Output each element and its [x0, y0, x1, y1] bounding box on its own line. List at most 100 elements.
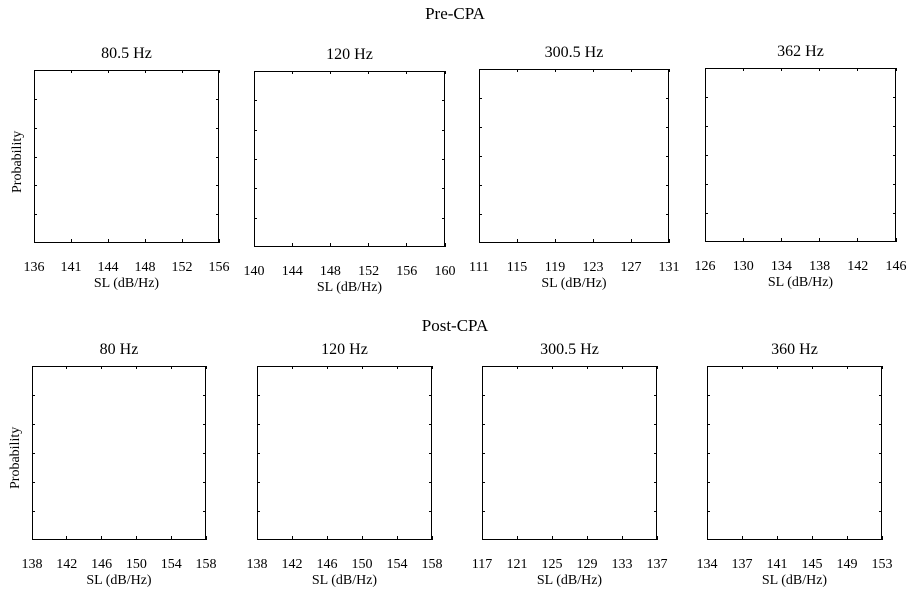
x-tick-label: 148: [319, 264, 341, 279]
x-tick-label: 156: [396, 264, 418, 279]
y-tick-mark: [257, 482, 260, 483]
x-tick-mark-top: [554, 69, 556, 72]
x-tick-label: 138: [809, 259, 831, 274]
y-tick-mark-right: [893, 97, 896, 98]
y-tick-mark: [705, 184, 708, 185]
y-tick-mark: [257, 511, 260, 512]
y-tick-mark-right: [442, 129, 445, 131]
x-tick-mark-top: [811, 366, 813, 369]
x-tick-label: 136: [23, 260, 45, 275]
y-tick-mark: [479, 98, 482, 99]
x-tick-label: 146: [885, 259, 907, 274]
panel-post-cpa-120-hz: 120 Hz 138 142 146 150 154 158 SL (dB/Hz): [223, 336, 466, 590]
x-tick-mark: [481, 536, 483, 540]
x-tick-mark-top: [107, 70, 109, 73]
plot-area: [482, 366, 657, 540]
y-tick-mark-right: [654, 424, 657, 425]
y-tick-mark: [705, 97, 708, 98]
x-tick-mark-top: [742, 68, 744, 71]
y-tick-mark-right: [429, 453, 432, 454]
x-tick-label: 149: [836, 557, 858, 572]
x-tick-label: 142: [847, 259, 869, 274]
y-tick-mark-right: [666, 156, 669, 157]
x-tick-mark: [253, 243, 255, 247]
x-tick-mark-top: [706, 366, 708, 369]
y-tick-mark: [482, 424, 485, 425]
x-tick-mark-top: [70, 70, 72, 73]
x-axis-label: SL (dB/Hz): [767, 275, 834, 290]
y-tick-mark: [254, 129, 257, 131]
x-tick-mark: [742, 238, 744, 242]
x-tick-mark-top: [656, 366, 658, 369]
panel-pre-cpa-80-5-hz: 80.5 Hz 136 141 144 148 152 156 SL (dB/Hz) Proba…: [0, 40, 253, 293]
x-tick-mark: [70, 239, 72, 243]
x-tick-mark-top: [551, 366, 553, 369]
x-tick-mark: [586, 536, 588, 540]
x-tick-mark: [630, 239, 632, 243]
x-tick-mark-top: [846, 366, 848, 369]
y-tick-mark: [479, 214, 482, 215]
x-tick-mark-top: [218, 70, 220, 73]
panel-pre-cpa-300-5-hz: 300.5 Hz 111 115 119 123 127 131 SL (dB/Hz): [445, 39, 703, 293]
y-tick-mark-right: [893, 213, 896, 214]
x-tick-mark: [846, 536, 848, 540]
x-tick-mark-top: [396, 366, 398, 369]
y-tick-mark-right: [429, 424, 432, 425]
x-tick-mark: [291, 536, 293, 540]
x-tick-mark: [181, 239, 183, 243]
x-tick-mark-top: [144, 70, 146, 73]
x-tick-mark: [516, 239, 518, 243]
subplot-title: 300.5 Hz: [540, 341, 599, 358]
x-tick-mark: [811, 536, 813, 540]
x-tick-mark: [396, 536, 398, 540]
plot-area: [257, 366, 432, 540]
y-tick-mark: [707, 424, 710, 425]
y-tick-mark-right: [216, 156, 219, 158]
y-tick-mark: [482, 395, 485, 396]
y-tick-mark: [34, 98, 37, 100]
x-tick-mark: [256, 536, 258, 540]
x-tick-mark: [218, 239, 220, 243]
x-tick-label: 115: [506, 260, 528, 275]
x-tick-mark-top: [253, 71, 255, 74]
plot-area: [479, 69, 669, 243]
y-tick-mark-right: [216, 98, 219, 100]
x-tick-mark: [881, 536, 883, 540]
x-tick-mark: [107, 239, 109, 243]
x-tick-label: 119: [544, 260, 566, 275]
subplot-title: 362 Hz: [777, 43, 824, 60]
x-tick-mark-top: [256, 366, 258, 369]
y-tick-mark: [707, 395, 710, 396]
x-tick-mark: [621, 536, 623, 540]
x-tick-label: 146: [316, 557, 338, 572]
x-tick-mark-top: [592, 69, 594, 72]
x-tick-label: 152: [171, 260, 193, 275]
y-tick-mark-right: [654, 453, 657, 454]
x-axis-label: SL (dB/Hz): [311, 573, 378, 588]
y-tick-mark-right: [666, 98, 669, 99]
y-tick-mark: [254, 217, 257, 219]
x-tick-label: 150: [125, 557, 147, 572]
x-tick-mark-top: [361, 366, 363, 369]
x-tick-mark: [33, 239, 35, 243]
y-tick-mark-right: [216, 185, 219, 187]
y-tick-mark: [479, 156, 482, 157]
x-tick-mark-top: [895, 68, 897, 71]
x-axis-label: SL (dB/Hz): [541, 276, 607, 291]
x-tick-label: 131: [658, 260, 680, 275]
x-tick-mark: [554, 239, 556, 243]
y-tick-mark: [254, 188, 257, 190]
y-tick-mark-right: [879, 453, 882, 454]
x-axis-label: SL (dB/Hz): [316, 280, 383, 295]
x-tick-label: 111: [469, 260, 489, 275]
x-tick-label: 141: [766, 557, 788, 572]
x-tick-mark-top: [586, 366, 588, 369]
x-tick-label: 160: [434, 264, 456, 279]
y-tick-mark: [257, 424, 260, 425]
x-tick-mark: [444, 243, 446, 247]
x-axis-label: SL (dB/Hz): [93, 276, 160, 291]
x-tick-mark-top: [33, 70, 35, 73]
x-tick-mark-top: [478, 69, 480, 72]
x-tick-label: 154: [386, 557, 408, 572]
x-tick-label: 148: [134, 260, 156, 275]
